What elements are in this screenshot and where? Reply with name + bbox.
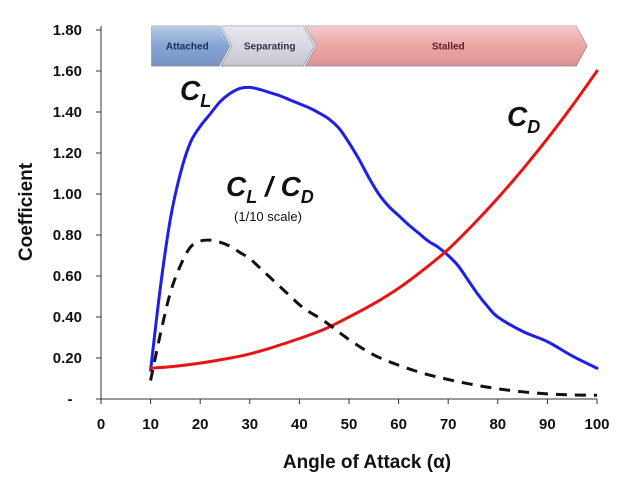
x-tick-label: 30 [241, 416, 258, 433]
y-tick-label: 1.60 [53, 63, 82, 80]
x-tick-label: 50 [341, 416, 358, 433]
series-labels-group: CL CD CL / CD (1/10 scale) [180, 75, 540, 224]
phase-band-shade [305, 26, 588, 66]
x-tick-label: 90 [539, 416, 556, 433]
phase-band-shade [151, 26, 231, 66]
phase-label: Separating [244, 42, 296, 53]
x-tick-label: 60 [390, 416, 407, 433]
y-tick-label: 0.80 [53, 227, 82, 244]
cl-cd-ratio-curve [149, 238, 598, 397]
phase-label: Stalled [432, 42, 465, 53]
cl-cd-ratio-label: CL / CD [226, 171, 314, 207]
cl-curve-label: CL [180, 75, 211, 111]
cl-curve [149, 85, 599, 372]
y-tick-label: 1.80 [53, 22, 82, 39]
y-tick-label: 1.40 [53, 104, 82, 121]
x-tick-label: 10 [142, 416, 159, 433]
series-group [149, 69, 599, 397]
y-tick-label: 0.20 [53, 350, 82, 367]
x-axis-title: Angle of Attack (α) [283, 452, 451, 473]
y-tick-label: 1.00 [53, 186, 82, 203]
x-tick-label: 20 [192, 416, 209, 433]
phase-band-group: Attached Separating Stalled [151, 25, 588, 67]
x-tick-label: 80 [489, 416, 506, 433]
phase-label: Attached [166, 42, 209, 53]
axes-group: 0 10 20 30 40 50 60 70 80 90 100 - 0.20 0.40 0.60 0.80 1… [53, 22, 610, 433]
y-tick-label: 1.20 [53, 145, 82, 162]
y-tick-label: - [68, 391, 73, 408]
y-tick-label: 0.40 [53, 309, 82, 326]
cd-curve-label: CD [507, 101, 540, 137]
x-tick-label: 40 [291, 416, 308, 433]
x-tick-label: 0 [97, 416, 105, 433]
y-tick-label: 0.60 [53, 268, 82, 285]
y-axis-title: Coefficient [16, 162, 37, 261]
cd-curve [149, 69, 599, 370]
x-tick-label: 70 [440, 416, 457, 433]
phase-band-shade [221, 26, 315, 66]
x-tick-label: 100 [584, 416, 609, 433]
cl-cd-scale-note: (1/10 scale) [234, 209, 302, 224]
